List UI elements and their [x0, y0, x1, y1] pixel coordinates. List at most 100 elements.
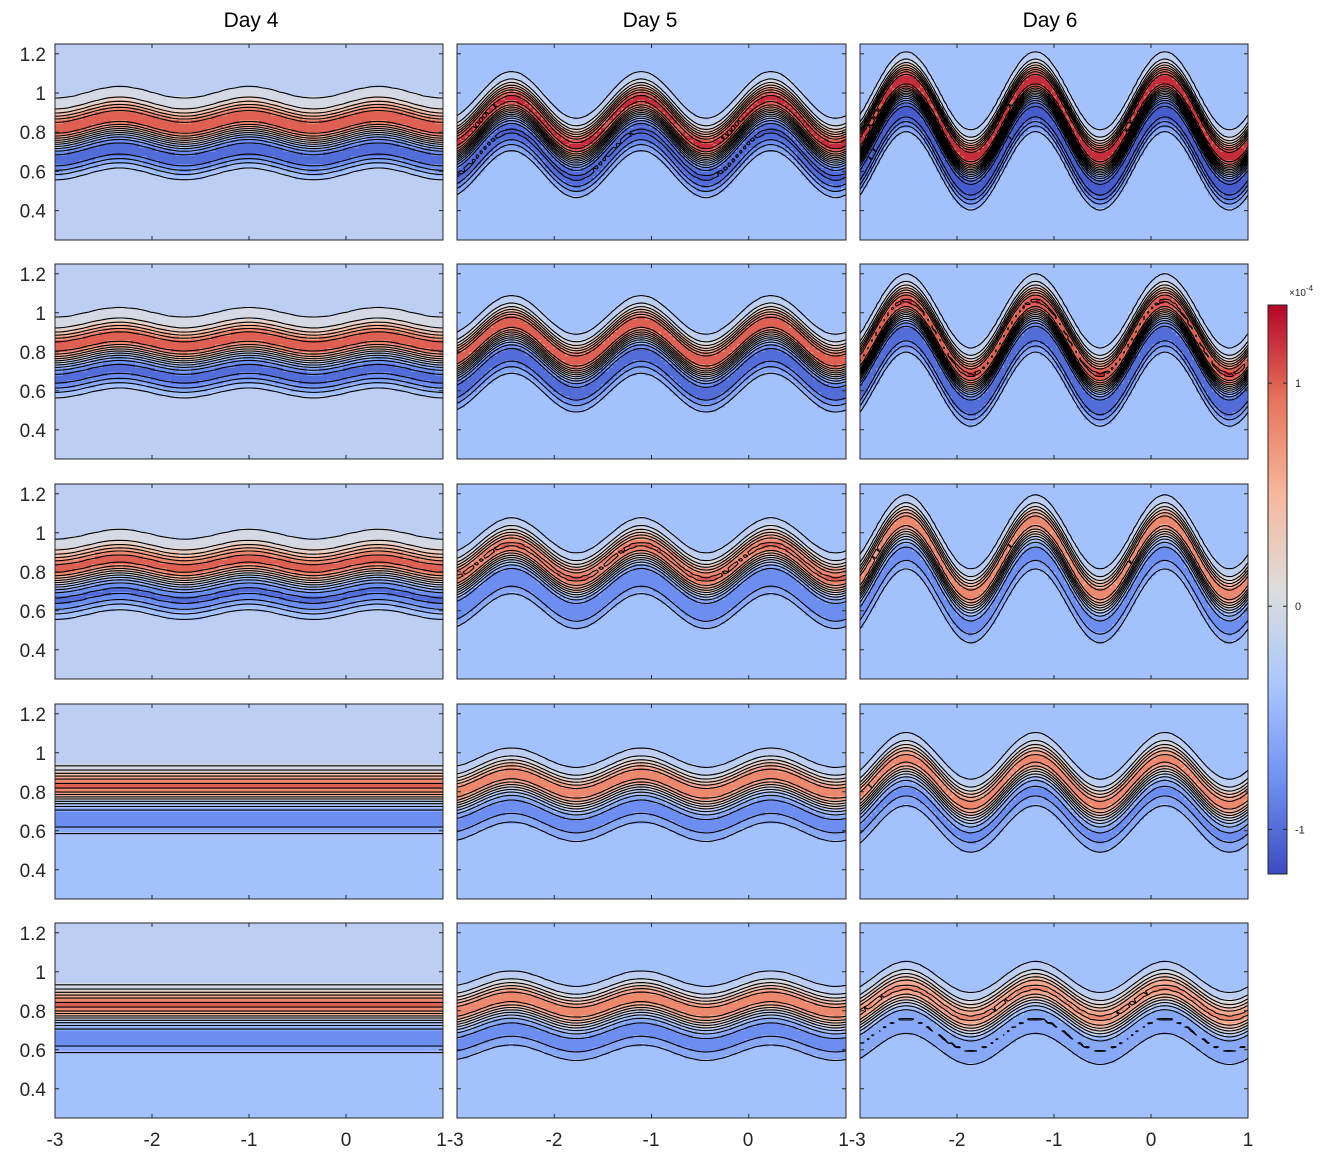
- contour-fill: [457, 600, 482, 605]
- contour-fill: [681, 780, 690, 785]
- contour-fill: [685, 120, 690, 125]
- contour-fill: [359, 588, 396, 593]
- contour-fill: [283, 344, 348, 349]
- contour-fill: [797, 604, 806, 609]
- contour-fill: [665, 324, 670, 329]
- contour-fill: [419, 588, 443, 593]
- contour-fill: [597, 768, 610, 773]
- contour-fill: [597, 612, 606, 617]
- contour-fill: [749, 772, 794, 777]
- contour-fill: [757, 588, 786, 593]
- contour-fill: [485, 328, 502, 333]
- contour-fill: [613, 784, 622, 789]
- contour-fill: [625, 376, 658, 381]
- contour-fill: [549, 332, 554, 337]
- contour-fill: [461, 132, 466, 137]
- contour-fill: [581, 160, 590, 165]
- contour-fill: [55, 856, 443, 861]
- contour-fill: [347, 108, 360, 113]
- contour-fill: [55, 100, 92, 105]
- contour-fill: [549, 324, 558, 329]
- contour-fill: [347, 140, 360, 145]
- contour-fill: [131, 100, 148, 105]
- contour-fill: [457, 344, 462, 349]
- contour-fill: [79, 312, 160, 317]
- contour-fill: [55, 971, 443, 976]
- contour-fill: [55, 432, 443, 437]
- contour-fill: [789, 92, 794, 97]
- contour-fill: [151, 140, 160, 145]
- contour-fill: [813, 400, 822, 405]
- contour-fill: [477, 796, 482, 801]
- contour-fill: [533, 592, 554, 597]
- contour-fill: [749, 376, 758, 381]
- contour-fill: [597, 372, 602, 377]
- contour-fill: [271, 548, 284, 553]
- contour-fill: [327, 536, 432, 541]
- contour-fill: [649, 564, 654, 569]
- contour-fill: [55, 200, 443, 205]
- contour-fill: [789, 784, 798, 789]
- contour-fill: [419, 580, 432, 585]
- contour-fill: [55, 664, 443, 669]
- contour-fill: [617, 132, 622, 137]
- contour-fill: [645, 328, 654, 333]
- contour-fill: [729, 540, 742, 545]
- contour-fill: [673, 100, 682, 105]
- contour-fill: [821, 400, 846, 405]
- contour-fill: [505, 552, 518, 557]
- contour-fill: [457, 568, 478, 573]
- contour-fill: [457, 720, 846, 725]
- contour-fill: [817, 612, 846, 617]
- contour-fill: [55, 444, 443, 449]
- contour-fill: [725, 560, 730, 565]
- contour-fill: [239, 528, 260, 533]
- contour-fill: [489, 544, 494, 549]
- contour-fill: [533, 304, 618, 309]
- contour-fill: [477, 604, 486, 609]
- contour-fill: [665, 384, 674, 389]
- contour-fill: [613, 88, 622, 93]
- contour-fill: [55, 188, 443, 193]
- contour-fill: [809, 396, 818, 401]
- contour-fill: [785, 120, 790, 125]
- contour-fill: [697, 408, 718, 413]
- contour-fill: [621, 524, 638, 529]
- contour-fill: [493, 340, 498, 345]
- contour-fill: [457, 648, 846, 653]
- contour-fill: [817, 340, 826, 345]
- contour-fill: [653, 560, 658, 565]
- contour-fill: [609, 116, 614, 121]
- contour-fill: [553, 376, 562, 381]
- contour-fill: [621, 352, 626, 357]
- contour-fill: [609, 608, 674, 613]
- contour-fill: [625, 84, 630, 89]
- contour-fill: [597, 120, 602, 125]
- contour-fill: [557, 592, 566, 597]
- contour-fill: [601, 608, 610, 613]
- contour-fill: [813, 548, 826, 553]
- contour-fill: [581, 368, 590, 373]
- contour-fill: [227, 164, 272, 169]
- contour-fill: [621, 356, 662, 361]
- contour-fill: [729, 392, 738, 397]
- contour-fill: [457, 288, 846, 293]
- contour-fill: [457, 324, 466, 329]
- contour-fill: [95, 128, 104, 133]
- contour-fill: [331, 132, 340, 137]
- contour-fill: [669, 792, 674, 797]
- contour-fill: [87, 172, 152, 177]
- contour-fill: [501, 72, 522, 77]
- contour-fill: [813, 336, 818, 341]
- contour-fill: [733, 328, 738, 333]
- contour-fill: [661, 324, 666, 329]
- contour-fill: [605, 788, 614, 793]
- contour-fill: [423, 388, 443, 393]
- contour-fill: [147, 156, 224, 161]
- contour-fill: [777, 128, 786, 133]
- contour-fill: [55, 959, 443, 964]
- contour-fill: [347, 172, 412, 177]
- contour-fill: [541, 88, 614, 93]
- contour-fill: [347, 568, 364, 573]
- contour-fill: [497, 552, 506, 557]
